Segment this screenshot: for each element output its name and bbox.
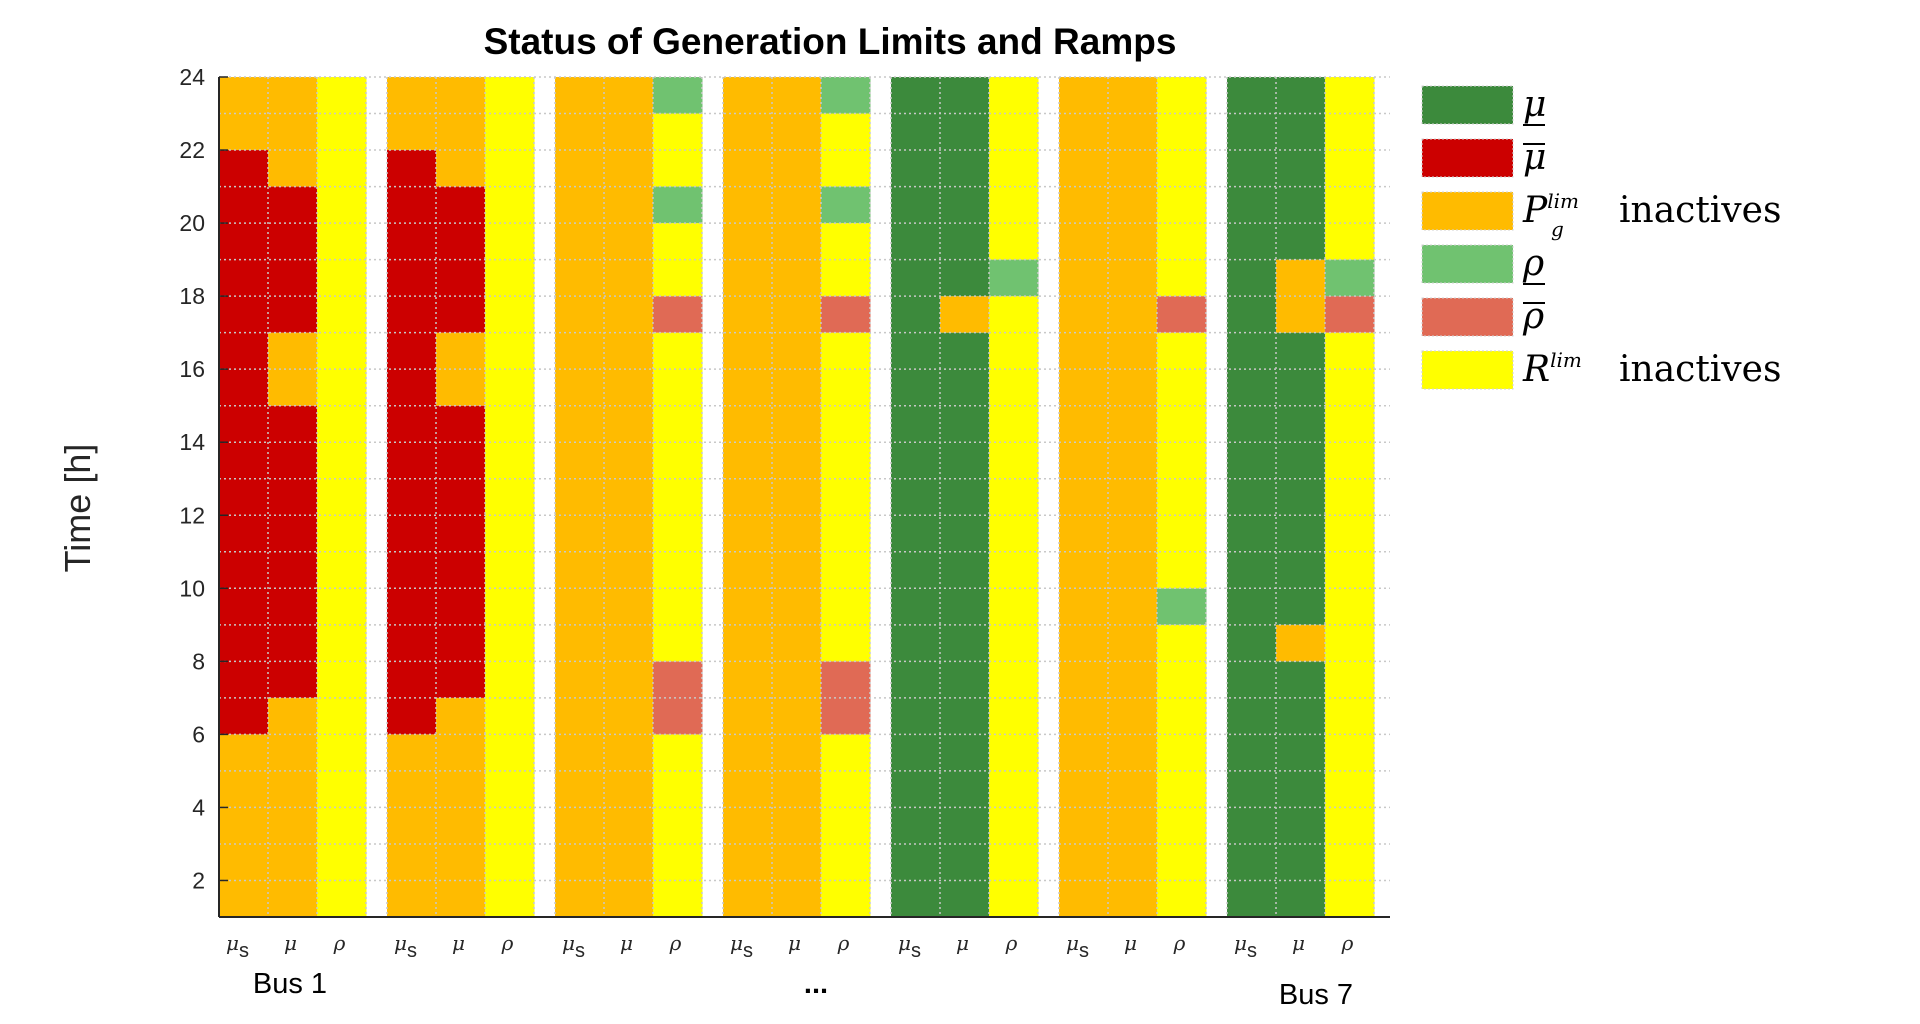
heat-cell-bus-group-6-col-3-seg-3 bbox=[1157, 332, 1207, 589]
heat-cell-bus-group-6-col-3-seg-4 bbox=[1157, 296, 1207, 333]
heat-cell-bus-group-2-col-3-seg-1 bbox=[485, 77, 535, 917]
heat-cell-bus-group-7-col-1-seg-1 bbox=[1227, 77, 1277, 917]
heat-cell-bus-group-3-col-1-seg-1 bbox=[555, 77, 605, 917]
heat-cell-bus-group-3-col-3-seg-1 bbox=[653, 734, 703, 917]
column-label-bus-group-7-col-3: ρ bbox=[1341, 931, 1354, 955]
legend-swatch-6 bbox=[1421, 350, 1514, 390]
heat-cell-bus-group-2-col-1-seg-1 bbox=[387, 734, 437, 917]
legend-label-5: ρ bbox=[1522, 296, 1544, 337]
chart-title: Status of Generation Limits and Ramps bbox=[484, 21, 1177, 62]
heat-cell-bus-group-3-col-2-seg-1 bbox=[604, 77, 654, 917]
legend-swatch-2 bbox=[1421, 138, 1514, 178]
legend-swatch-5 bbox=[1421, 297, 1514, 337]
column-label-bus-group-1-col-3: ρ bbox=[333, 931, 346, 955]
heat-cell-bus-group-5-col-2-seg-2 bbox=[940, 296, 990, 333]
column-label-bus-group-6-col-3: ρ bbox=[1173, 931, 1186, 955]
heat-cell-bus-group-6-col-2-seg-1 bbox=[1108, 77, 1158, 917]
heat-cell-bus-group-5-col-3-seg-2 bbox=[989, 259, 1039, 297]
group-label-3: Bus 7 bbox=[1279, 979, 1353, 1011]
heat-cell-bus-group-1-col-3-seg-1 bbox=[317, 77, 367, 917]
heat-cell-bus-group-7-col-3-seg-4 bbox=[1325, 77, 1375, 260]
legend-swatch-3 bbox=[1421, 191, 1514, 231]
y-tick-label-20: 20 bbox=[179, 210, 205, 236]
heat-cell-bus-group-7-col-2-seg-1 bbox=[1276, 661, 1326, 917]
y-tick-label-14: 14 bbox=[179, 429, 205, 455]
heat-cell-bus-group-4-col-3-seg-1 bbox=[821, 734, 871, 917]
y-tick-label-6: 6 bbox=[192, 721, 205, 747]
y-tick-label-24: 24 bbox=[179, 64, 205, 90]
heat-cell-bus-group-7-col-3-seg-2 bbox=[1325, 296, 1375, 333]
heat-cell-bus-group-5-col-3-seg-3 bbox=[989, 77, 1039, 260]
column-label-bus-group-6-col-2: μ bbox=[1124, 931, 1137, 955]
y-tick-label-8: 8 bbox=[192, 648, 205, 674]
group-label-2: ... bbox=[804, 968, 828, 1000]
heat-cell-bus-group-7-col-2-seg-2 bbox=[1276, 624, 1326, 662]
y-tick-label-2: 2 bbox=[192, 867, 205, 893]
heat-cell-bus-group-4-col-1-seg-1 bbox=[723, 77, 773, 917]
legend-label-1: μ bbox=[1523, 84, 1546, 125]
y-tick-label-22: 22 bbox=[179, 137, 205, 163]
heat-cell-bus-group-1-col-1-seg-3 bbox=[219, 77, 269, 151]
heat-cell-bus-group-3-col-3-seg-4 bbox=[653, 296, 703, 333]
column-label-bus-group-3-col-1: μs bbox=[562, 931, 585, 962]
column-label-bus-group-2-col-2: μ bbox=[452, 931, 465, 955]
column-label-bus-group-6-col-1: μs bbox=[1066, 931, 1089, 962]
column-label-bus-group-4-col-1: μs bbox=[730, 931, 753, 962]
y-tick-label-16: 16 bbox=[179, 356, 205, 382]
column-label-bus-group-5-col-1: μs bbox=[898, 931, 921, 962]
legend-suffix-3: inactives bbox=[1619, 190, 1781, 231]
column-label-bus-group-2-col-1: μs bbox=[394, 931, 417, 962]
heat-cell-bus-group-6-col-1-seg-1 bbox=[1059, 77, 1109, 917]
legend-suffix-6: inactives bbox=[1619, 349, 1781, 390]
column-label-bus-group-3-col-3: ρ bbox=[669, 931, 682, 955]
column-label-bus-group-2-col-3: ρ bbox=[501, 931, 514, 955]
heat-cell-bus-group-6-col-3-seg-2 bbox=[1157, 588, 1207, 625]
heat-cell-bus-group-3-col-3-seg-8 bbox=[653, 77, 703, 114]
heat-cell-bus-group-1-col-2-seg-5 bbox=[268, 77, 318, 187]
column-label-bus-group-5-col-2: μ bbox=[956, 931, 969, 955]
y-tick-label-10: 10 bbox=[179, 575, 205, 601]
heat-cell-bus-group-4-col-3-seg-3 bbox=[821, 332, 871, 662]
column-label-bus-group-1-col-1: μs bbox=[226, 931, 249, 962]
legend-swatch-1 bbox=[1421, 85, 1514, 125]
legend-label-4: ρ bbox=[1522, 243, 1544, 284]
legend-label-3: Plim g bbox=[1522, 189, 1579, 241]
y-tick-label-12: 12 bbox=[179, 502, 205, 528]
column-label-bus-group-3-col-2: μ bbox=[620, 931, 633, 955]
y-axis-label: Time [h] bbox=[57, 444, 98, 573]
column-label-bus-group-4-col-2: μ bbox=[788, 931, 801, 955]
heat-cell-bus-group-4-col-3-seg-6 bbox=[821, 186, 871, 224]
group-label-1: Bus 1 bbox=[253, 968, 327, 1000]
column-label-bus-group-7-col-2: μ bbox=[1292, 931, 1305, 955]
column-label-bus-group-4-col-3: ρ bbox=[837, 931, 850, 955]
heat-cell-bus-group-1-col-1-seg-1 bbox=[219, 734, 269, 917]
y-tick-label-4: 4 bbox=[192, 794, 205, 820]
legend-swatch-4 bbox=[1421, 244, 1514, 284]
heat-cell-bus-group-7-col-3-seg-3 bbox=[1325, 259, 1375, 297]
heat-cell-bus-group-5-col-1-seg-1 bbox=[891, 77, 941, 917]
y-tick-label-18: 18 bbox=[179, 283, 205, 309]
column-label-bus-group-1-col-2: μ bbox=[284, 931, 297, 955]
heat-cell-bus-group-4-col-3-seg-8 bbox=[821, 77, 871, 114]
column-label-bus-group-5-col-3: ρ bbox=[1005, 931, 1018, 955]
legend-label-2: μ bbox=[1523, 137, 1546, 178]
heat-cell-bus-group-4-col-3-seg-4 bbox=[821, 296, 871, 333]
heat-cell-bus-group-2-col-2-seg-5 bbox=[436, 77, 486, 187]
heat-cell-bus-group-4-col-2-seg-1 bbox=[772, 77, 822, 917]
legend-label-6: Rlim bbox=[1522, 348, 1582, 390]
column-label-bus-group-7-col-1: μs bbox=[1234, 931, 1257, 962]
heat-cell-bus-group-3-col-3-seg-6 bbox=[653, 186, 703, 224]
heat-cell-bus-group-7-col-2-seg-5 bbox=[1276, 77, 1326, 260]
heat-cell-bus-group-5-col-3-seg-1 bbox=[989, 296, 1039, 917]
legend: μμ Plim g inactives ρρ Rlim inactives bbox=[1421, 84, 1781, 390]
heat-cell-bus-group-3-col-3-seg-3 bbox=[653, 332, 703, 662]
